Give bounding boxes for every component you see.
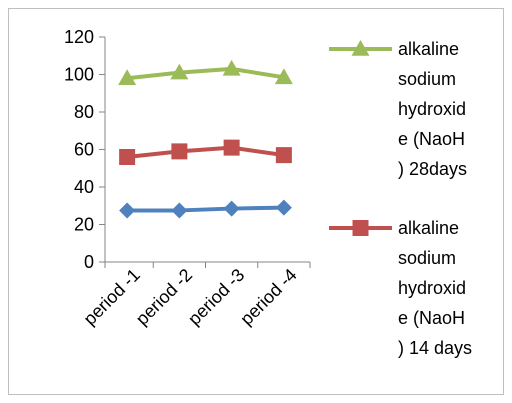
data-point-square bbox=[119, 149, 136, 165]
series-group bbox=[119, 139, 292, 165]
x-tick-label: period -2 bbox=[132, 265, 196, 329]
legend-entry: alkaline sodium hydroxid e (NaoH ) 28days bbox=[329, 39, 467, 179]
data-point-triangle bbox=[118, 69, 137, 85]
data-point-square bbox=[171, 143, 188, 160]
legend-label: alkaline bbox=[398, 39, 459, 59]
series-group bbox=[118, 59, 293, 85]
data-point-diamond bbox=[275, 199, 292, 216]
data-point-square bbox=[352, 220, 369, 236]
data-point-square bbox=[223, 139, 240, 156]
legend-label: sodium bbox=[398, 69, 456, 89]
legend-label: hydroxid bbox=[398, 99, 466, 119]
legend-label: e (NaoH bbox=[398, 308, 465, 328]
data-point-diamond bbox=[223, 200, 240, 217]
legend-label: hydroxid bbox=[398, 278, 466, 298]
y-tick-label: 0 bbox=[84, 252, 94, 272]
data-point-diamond bbox=[119, 202, 136, 219]
x-tick-label: period -4 bbox=[236, 265, 300, 329]
data-point-square bbox=[275, 147, 292, 164]
data-point-triangle bbox=[170, 63, 189, 80]
data-point-diamond bbox=[171, 202, 188, 219]
y-tick-label: 80 bbox=[74, 102, 94, 122]
legend-label: sodium bbox=[398, 248, 456, 268]
x-tick-label: period -1 bbox=[80, 265, 144, 329]
series-line bbox=[126, 145, 285, 159]
legend-entry: alkaline sodium hydroxid e (NaoH ) 14 days bbox=[329, 218, 472, 358]
data-point-triangle bbox=[351, 40, 370, 56]
series-group bbox=[119, 199, 292, 219]
legend-label: e (NaoH bbox=[398, 129, 465, 149]
series-line bbox=[126, 66, 285, 81]
chart-frame: 0 20 40 60 80 100 120 period -1 period -2 period … bbox=[8, 8, 504, 395]
y-tick-label: 100 bbox=[64, 65, 94, 85]
x-tick-label: period -3 bbox=[184, 265, 248, 329]
y-tick-label: 120 bbox=[64, 27, 94, 47]
legend-label: ) 14 days bbox=[398, 338, 472, 358]
y-tick-label: 40 bbox=[74, 177, 94, 197]
legend-label: ) 28days bbox=[398, 159, 467, 179]
data-point-triangle bbox=[274, 68, 293, 85]
data-point-triangle bbox=[222, 59, 241, 76]
series-line bbox=[127, 205, 284, 213]
y-tick-label: 20 bbox=[74, 215, 94, 235]
legend-label: alkaline bbox=[398, 218, 459, 238]
y-tick-label: 60 bbox=[74, 140, 94, 160]
